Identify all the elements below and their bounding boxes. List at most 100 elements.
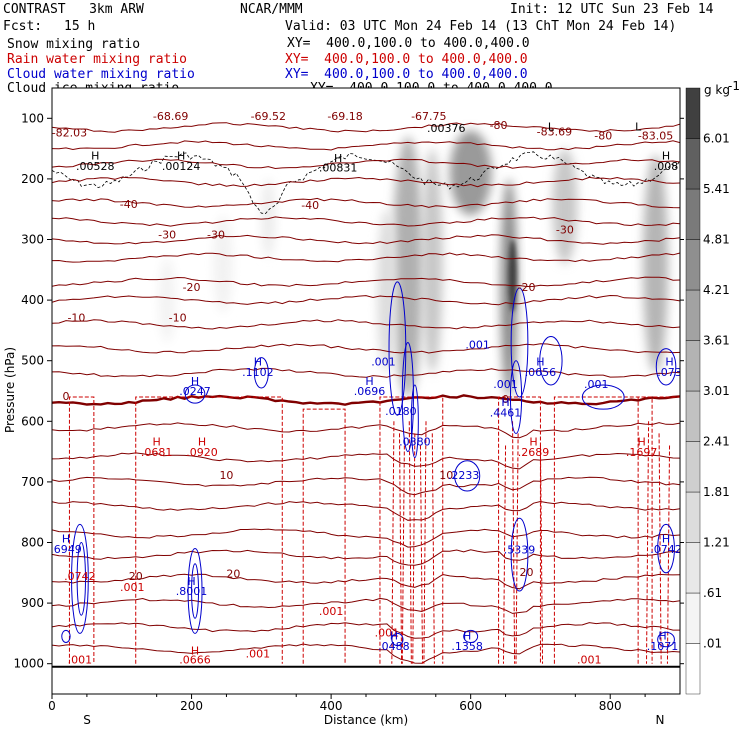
cloud-water-contour: [410, 384, 419, 459]
contour-label: L: [548, 120, 555, 133]
rain-core-line: [515, 433, 519, 664]
contour-label: .5339: [504, 543, 536, 556]
isotherm-line: [52, 500, 680, 521]
rain-contour: [498, 396, 541, 664]
rain-core-line: [419, 445, 424, 664]
contour-label: .008: [654, 160, 679, 173]
contour-label: H: [662, 150, 670, 163]
contour-label: .0488: [378, 640, 410, 653]
north-endpoint: N: [656, 713, 665, 727]
field-cloudwater-xy: XY= 400.0,100.0 to 400.0,400.0: [285, 67, 528, 82]
cloud-water-contour: [71, 523, 89, 634]
contour-label: .1358: [451, 640, 483, 653]
freezing-level-line: [52, 394, 680, 406]
colorbar-swatch: [685, 542, 701, 594]
isotherm-line: [52, 276, 680, 288]
contour-label: H: [390, 629, 398, 642]
rain-contour: [379, 396, 444, 664]
contour-label: 20: [519, 566, 533, 579]
contour-label: .0656: [525, 366, 557, 379]
contour-label: H: [463, 629, 471, 642]
init-time: Init: 12 UTC Sun 23 Feb 14: [510, 2, 714, 17]
rain-contour: [302, 408, 346, 664]
colorbar-label: 4.81: [703, 233, 730, 247]
contour-label: .8001: [176, 585, 208, 598]
x-axis-label: Distance (km): [324, 713, 408, 727]
cloud-water-contour: [391, 632, 404, 647]
contour-label: -82.03: [52, 126, 87, 139]
contour-label: H: [177, 150, 185, 163]
contour-label: .0742: [64, 570, 96, 583]
cloud-water-contour: [657, 523, 675, 574]
x-tick-label: 800: [599, 699, 622, 713]
x-tick-label: 600: [459, 699, 482, 713]
colorbar-swatch: [685, 289, 701, 341]
contour-label: H: [665, 356, 673, 369]
contour-label: H: [62, 533, 70, 546]
contour-label: .001: [68, 654, 93, 667]
contour-label: H: [536, 356, 544, 369]
contour-label: .001: [493, 378, 518, 391]
contour-label: .001: [246, 648, 271, 661]
contour-label: -30: [207, 228, 225, 241]
colorbar-label: 1.21: [703, 536, 730, 550]
temperature-contours: [52, 122, 680, 668]
cloud-water-contour: [253, 357, 269, 389]
colorbar-swatch: [685, 138, 701, 190]
colorbar-label: 4.21: [703, 283, 730, 297]
contour-label: -10: [169, 311, 187, 324]
isotherm-line: [52, 197, 680, 209]
forecast-label: Fcst:: [3, 19, 43, 34]
cloud-water-contour: [454, 460, 481, 492]
contour-label: -67.75: [411, 110, 446, 123]
cloud-water-contour: [61, 629, 71, 643]
contour-label: .2689: [518, 446, 550, 459]
contour-label: H: [153, 436, 161, 449]
isotherm-line: [52, 122, 680, 133]
contour-label: .0696: [354, 385, 386, 398]
rain-contour: [637, 396, 680, 664]
contour-label: -80: [490, 119, 508, 132]
contour-label: H: [191, 375, 199, 388]
contour-label: -69.52: [251, 110, 286, 123]
rain-contour: [135, 396, 283, 664]
colorbar-swatch: [685, 643, 701, 695]
colorbar-unit: g kg: [704, 83, 730, 97]
rain-core-line: [398, 433, 403, 664]
y-tick-label: 300: [21, 233, 44, 247]
isotherm-line: [52, 343, 680, 354]
contour-label: 10: [219, 469, 233, 482]
colorbar: .01 .61 1.21 1.81 2.41 3.01 3.61 4.21 4.81 5.41 6.…: [685, 79, 740, 695]
contour-label: H: [334, 152, 342, 165]
ice-plume: [158, 257, 176, 343]
y-tick-label: 900: [21, 596, 44, 610]
colorbar-label: .01: [703, 637, 722, 651]
south-endpoint: S: [83, 713, 91, 727]
isotherm-line: [52, 622, 680, 639]
cloud-water-contour: [510, 287, 529, 398]
contour-label: -40: [301, 199, 319, 212]
y-tick-label: 400: [21, 293, 44, 307]
contour-label: H: [191, 645, 199, 658]
field-rain-name: Rain water mixing ratio: [7, 52, 188, 67]
isotherm-line: [52, 140, 680, 151]
cloud-water-contours: [61, 281, 677, 648]
contour-label: -30: [556, 223, 574, 236]
contour-label: -68.69: [153, 110, 188, 123]
contour-label: .073: [657, 366, 682, 379]
contour-label: L: [635, 120, 642, 133]
contour-label: -83.05: [638, 130, 673, 143]
contour-label: H: [637, 436, 645, 449]
model-title: CONTRAST 3km ARW: [3, 2, 144, 17]
isotherm-line: [52, 422, 680, 439]
contour-label: -20: [518, 281, 536, 294]
isotherm-line: [52, 294, 680, 306]
contour-label: H: [187, 575, 195, 588]
contour-label: H: [91, 150, 99, 163]
rain-core-line: [431, 433, 435, 664]
contour-label: .0247: [179, 385, 211, 398]
org-label: NCAR/MMM: [240, 2, 303, 17]
cloud-water-contour: [187, 548, 203, 634]
contour-labels: -68.69 -69.52 -69.18 -67.75 -80 -82.03 -83.69 -…: [52, 110, 682, 667]
ice-plume: [508, 239, 517, 313]
